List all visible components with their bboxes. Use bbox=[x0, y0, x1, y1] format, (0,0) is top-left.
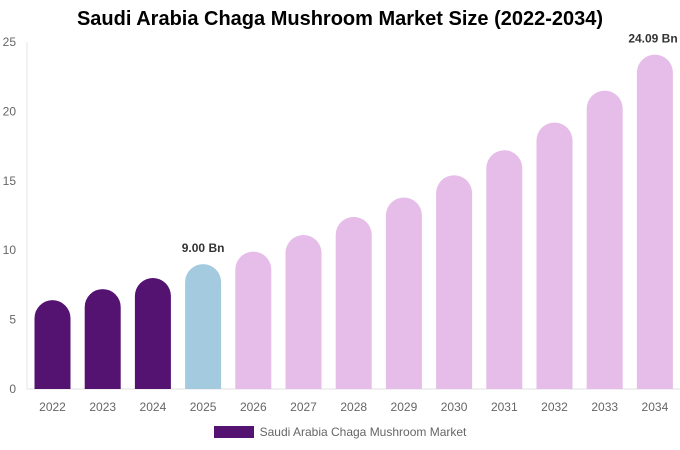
bar-2034 bbox=[636, 54, 673, 389]
y-tick-label: 10 bbox=[3, 243, 17, 257]
x-tick-label: 2033 bbox=[591, 400, 618, 414]
bar-2022 bbox=[34, 300, 71, 389]
y-tick-label: 25 bbox=[3, 35, 17, 49]
bar-2032 bbox=[536, 122, 573, 389]
legend: Saudi Arabia Chaga Mushroom Market bbox=[0, 425, 680, 439]
x-tick-label: 2031 bbox=[491, 400, 518, 414]
y-tick-label: 5 bbox=[9, 313, 16, 327]
data-label-2034: 24.09 Bn bbox=[628, 32, 677, 46]
x-tick-label: 2022 bbox=[39, 400, 66, 414]
bar-2029 bbox=[385, 197, 422, 389]
bar-2028 bbox=[335, 216, 372, 389]
bar-2025 bbox=[185, 264, 222, 389]
legend-swatch bbox=[213, 426, 254, 438]
bar-2030 bbox=[436, 175, 473, 389]
legend-label: Saudi Arabia Chaga Mushroom Market bbox=[259, 425, 467, 439]
bar-2023 bbox=[84, 289, 121, 389]
x-tick-label: 2032 bbox=[541, 400, 568, 414]
data-label-2025: 9.00 Bn bbox=[182, 241, 225, 255]
bar-2027 bbox=[285, 234, 322, 389]
x-tick-label: 2029 bbox=[391, 400, 418, 414]
bar-2033 bbox=[586, 90, 623, 389]
bar-2026 bbox=[235, 251, 272, 389]
chart-title: Saudi Arabia Chaga Mushroom Market Size … bbox=[76, 8, 604, 30]
y-tick-label: 15 bbox=[3, 174, 17, 188]
x-tick-label: 2034 bbox=[642, 400, 669, 414]
x-tick-label: 2027 bbox=[290, 400, 317, 414]
x-tick-label: 2026 bbox=[240, 400, 267, 414]
bar-2031 bbox=[486, 150, 523, 389]
y-tick-label: 0 bbox=[9, 382, 16, 396]
x-tick-label: 2025 bbox=[190, 400, 217, 414]
x-tick-label: 2028 bbox=[340, 400, 367, 414]
x-tick-label: 2030 bbox=[441, 400, 468, 414]
bar-2024 bbox=[134, 277, 171, 389]
x-tick-label: 2023 bbox=[89, 400, 116, 414]
x-tick-label: 2024 bbox=[140, 400, 167, 414]
y-tick-label: 20 bbox=[3, 104, 17, 118]
